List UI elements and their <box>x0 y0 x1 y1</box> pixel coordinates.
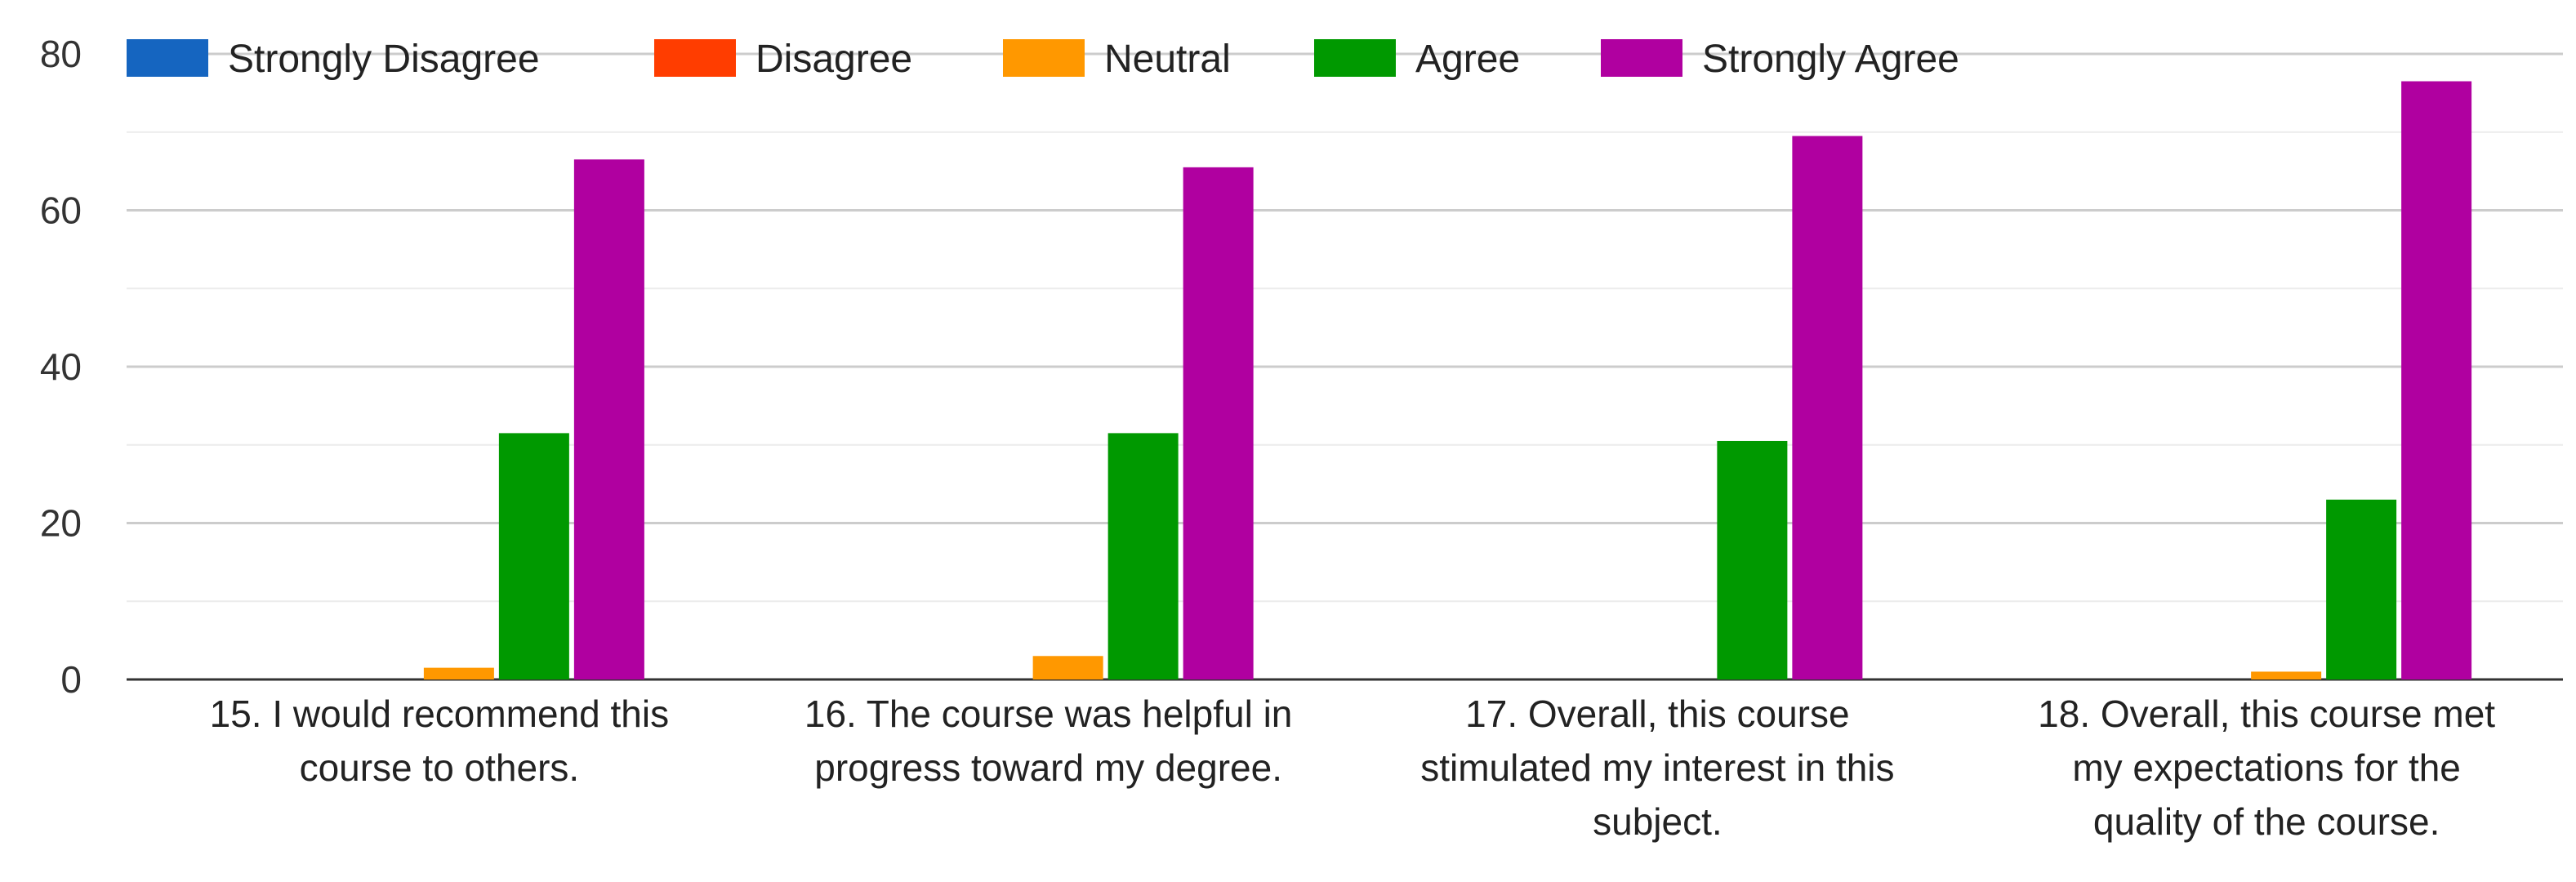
y-tick-label: 60 <box>40 189 82 232</box>
legend-label: Neutral <box>1104 38 1231 81</box>
legend-swatch <box>1601 39 1682 77</box>
legend-item-strongly-agree[interactable]: Strongly Agree <box>1601 38 1959 81</box>
bar-strongly-agree[interactable] <box>573 159 644 679</box>
legend-swatch <box>1003 39 1085 77</box>
x-category-label: 18. Overall, this course met my expectati… <box>2038 693 2495 843</box>
bar-agree[interactable] <box>1108 433 1179 679</box>
y-tick-label: 40 <box>40 345 82 388</box>
bar-strongly-agree[interactable] <box>1183 167 1254 679</box>
bar-agree[interactable] <box>1717 440 1788 679</box>
legend[interactable]: Strongly Disagree Disagree Neutral Agree Str… <box>127 38 1959 81</box>
bar-strongly-agree[interactable] <box>2401 81 2472 679</box>
legend-label: Disagree <box>755 38 912 81</box>
bar-agree[interactable] <box>498 433 569 679</box>
bar-agree[interactable] <box>2326 499 2397 679</box>
bars <box>423 81 2472 680</box>
bar-neutral[interactable] <box>2251 671 2322 679</box>
y-tick-label: 0 <box>60 658 82 701</box>
y-tick-label: 20 <box>40 502 82 545</box>
legend-item-agree[interactable]: Agree <box>1314 38 1520 81</box>
grid-lines <box>127 52 2563 603</box>
x-category-label: 17. Overall, this course stimulated my in… <box>1420 693 1894 843</box>
x-category-label: 15. I would recommend this course to othe… <box>210 693 670 789</box>
legend-swatch <box>654 39 736 77</box>
legend-label: Agree <box>1415 38 1520 81</box>
legend-item-disagree[interactable]: Disagree <box>654 38 912 81</box>
legend-item-strongly-disagree[interactable]: Strongly Disagree <box>127 38 540 81</box>
x-category-label: 16. The course was helpful in progress to… <box>804 693 1293 789</box>
legend-item-neutral[interactable]: Neutral <box>1003 38 1231 81</box>
x-axis-labels: 15. I would recommend this course to othe… <box>210 693 2496 843</box>
bar-strongly-agree[interactable] <box>1792 136 1863 680</box>
y-tick-label: 80 <box>40 33 82 75</box>
legend-label: Strongly Agree <box>1702 38 1959 81</box>
legend-swatch <box>1314 39 1396 77</box>
bar-neutral[interactable] <box>423 667 494 679</box>
legend-label: Strongly Disagree <box>228 38 540 81</box>
legend-swatch <box>127 39 208 77</box>
bar-neutral[interactable] <box>1032 656 1103 679</box>
